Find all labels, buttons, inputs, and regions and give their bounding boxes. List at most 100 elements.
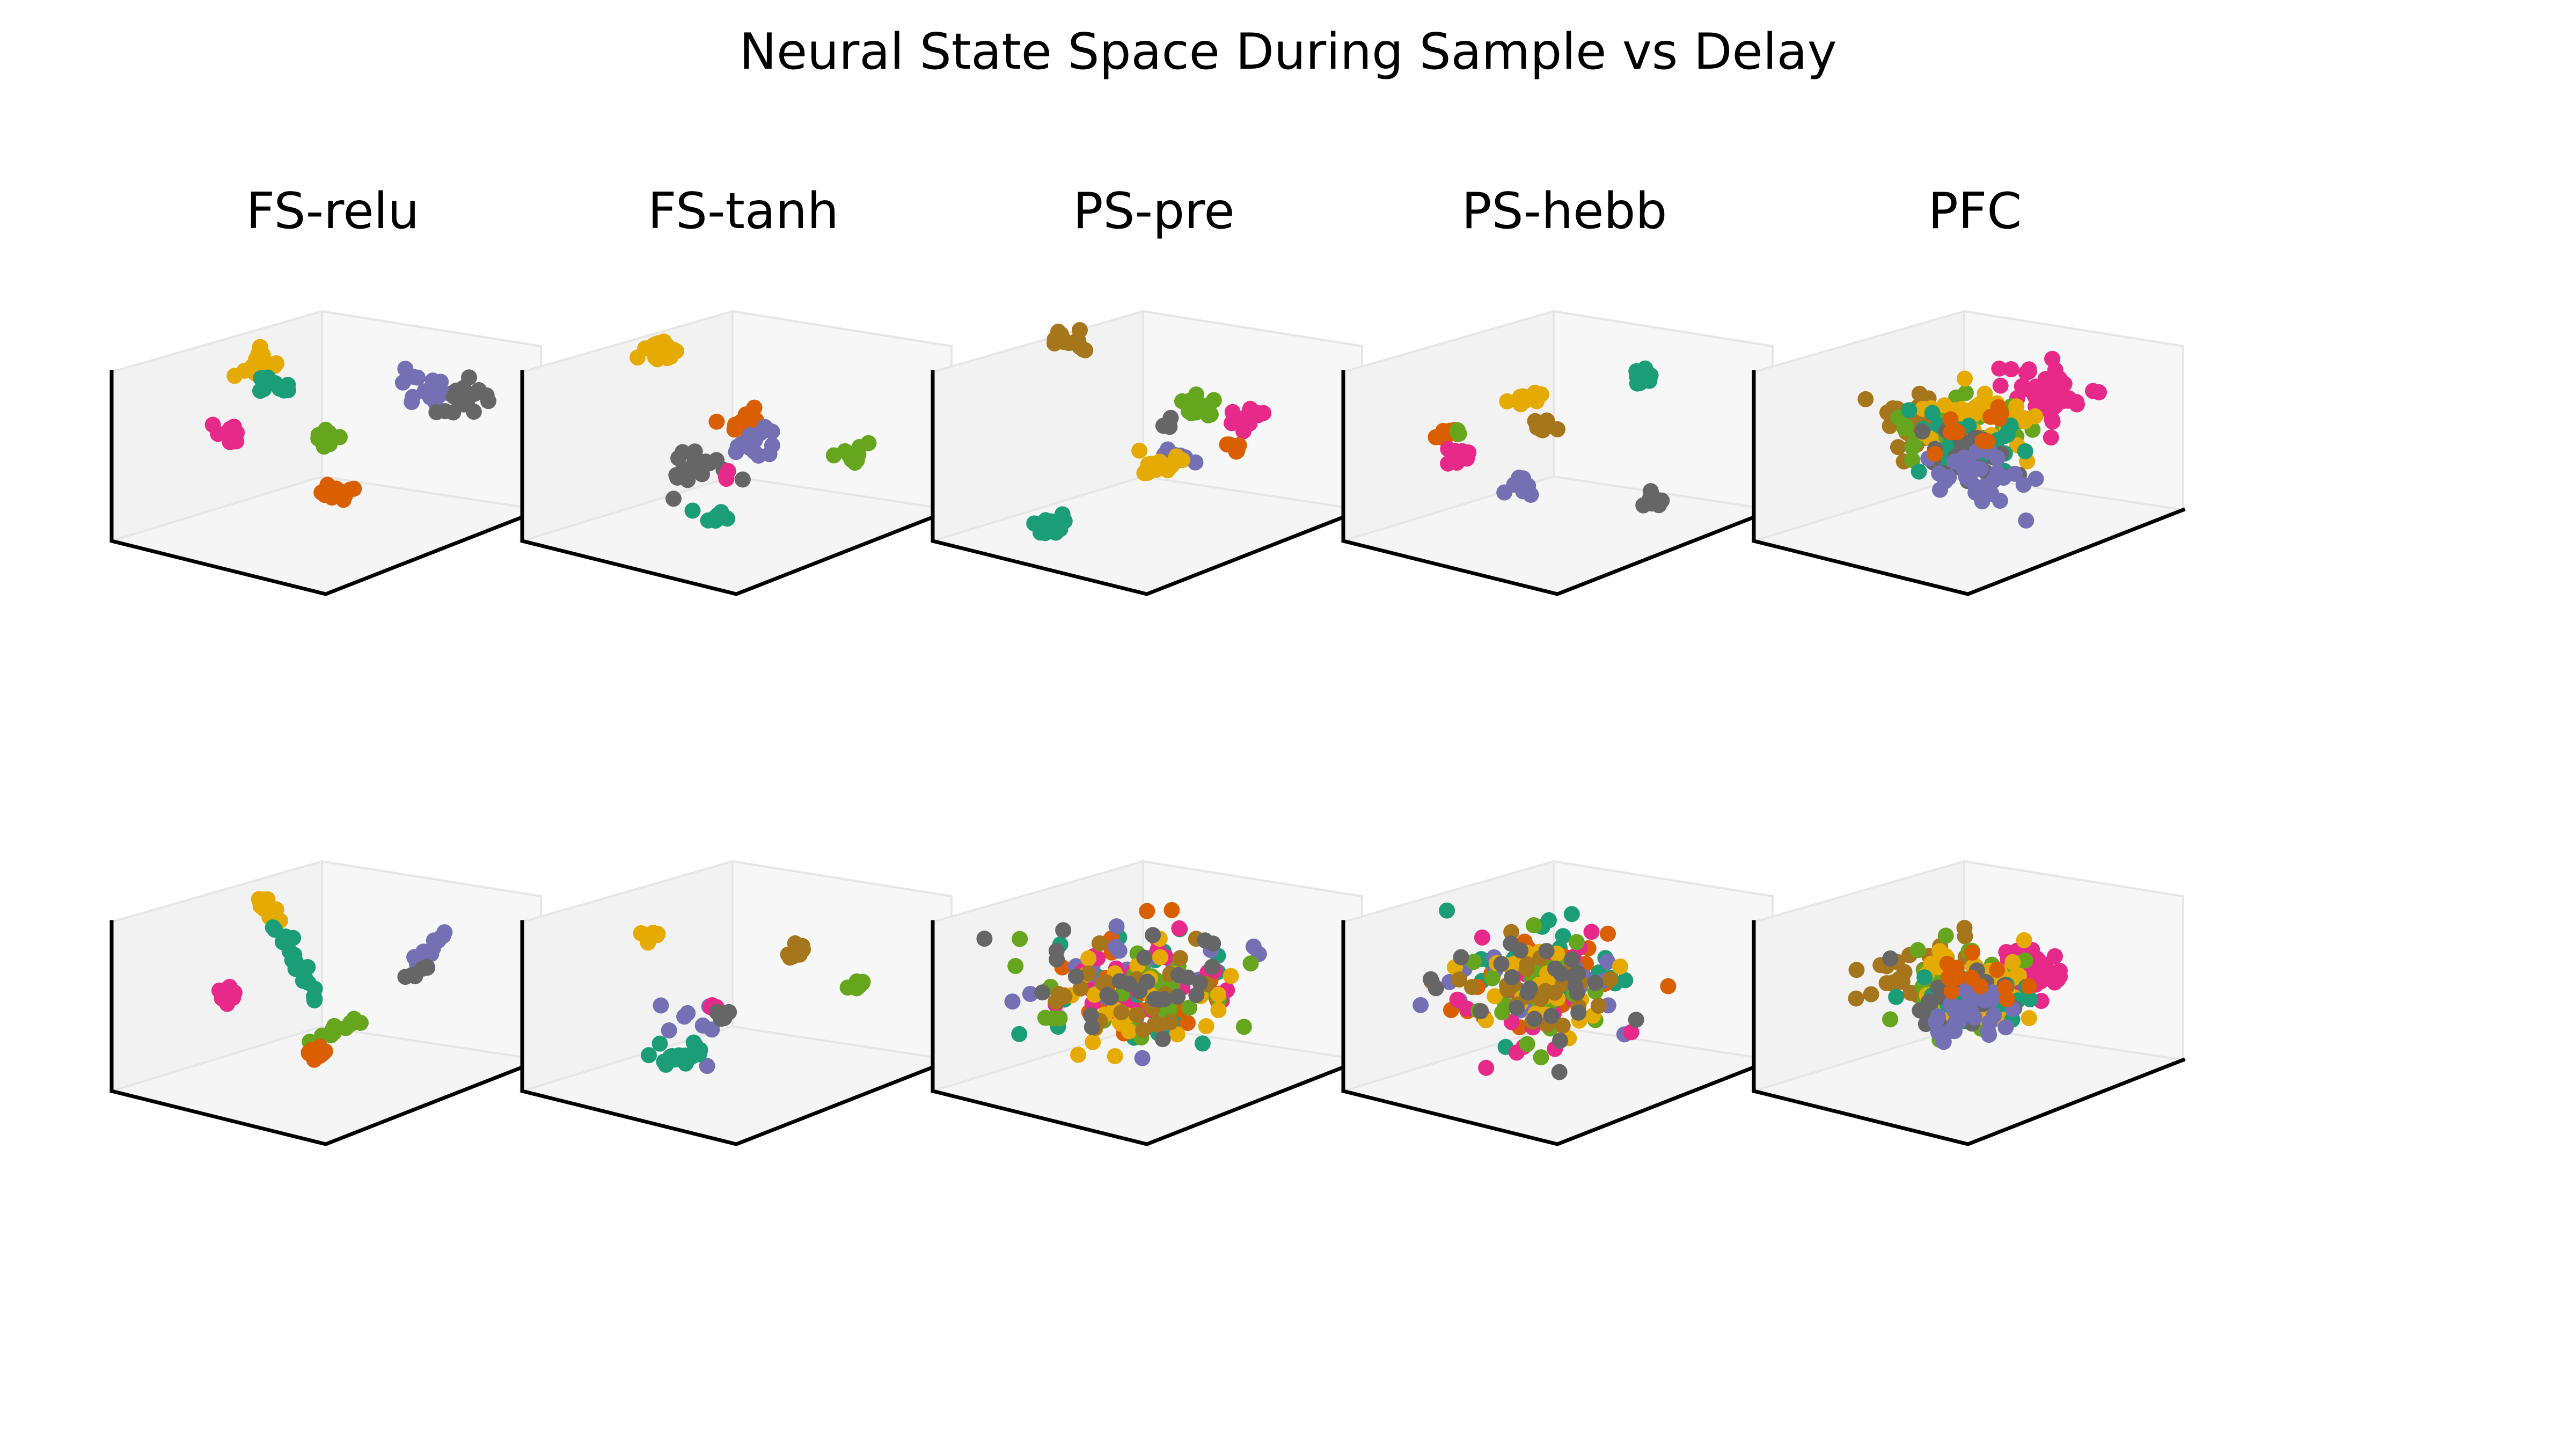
panel-title: PFC [1928,182,2022,240]
data-point [1553,965,1569,982]
data-point [306,992,323,1008]
data-point [1113,1004,1130,1021]
data-point [1526,917,1542,933]
data-point [1997,979,2014,996]
data-point [2021,363,2037,379]
data-point [847,455,863,471]
data-point [1171,920,1188,936]
data-point [1154,1031,1171,1048]
data-point [1131,983,1148,999]
data-point [1916,969,1933,986]
data-point [1660,978,1677,994]
data-point [860,435,877,451]
data-point [1099,987,1116,1004]
data-point [1111,973,1128,990]
data-point [1210,1002,1227,1019]
data-point [2021,1010,2037,1027]
panel-delay-2 [518,860,956,1146]
panel-delay-3 [928,860,1366,1146]
scatter-points [1428,360,1670,514]
data-point [661,1022,677,1038]
data-point [1949,424,1966,440]
series-7 [313,477,362,508]
data-point [1909,942,1926,958]
data-point [1086,986,1103,1003]
data-point [1131,442,1147,459]
data-point [1156,991,1173,1007]
data-point [1091,935,1108,952]
series-4 [825,435,877,471]
data-point [1478,1059,1495,1076]
axis-lines [520,370,954,596]
data-point [2015,477,2032,493]
series-1 [1046,322,1094,358]
data-point [1565,968,1582,984]
series-7 [1927,983,2021,1050]
data-point [1997,1019,2014,1036]
axis-lines [109,370,544,596]
side-pane [1553,310,1774,511]
axis-lines [1341,370,1775,596]
data-point [1048,942,1065,959]
data-point [2017,443,2033,459]
data-point [394,374,411,391]
data-point [1963,970,1980,986]
series-1 [630,333,684,368]
series-2 [1628,360,1659,392]
data-point [1198,398,1214,414]
series-8 [1423,935,1644,1080]
data-point [1022,986,1038,1002]
data-point [1533,1049,1549,1066]
data-point [1543,1008,1560,1024]
data-point [1538,943,1555,959]
series-7 [301,1038,333,1068]
panel-ps-hebb: PS-hebb [1339,182,1777,596]
data-point [2014,378,2030,394]
data-point [1451,426,1467,442]
data-point [1032,524,1049,541]
data-point [1943,983,1960,1000]
data-point [750,448,767,464]
data-point [1493,956,1510,972]
data-point [1454,449,1471,465]
series-4 [428,369,496,421]
data-point [1563,906,1580,923]
series-8 [1927,399,2009,462]
data-point [252,898,269,914]
data-point [1484,970,1501,986]
data-point [1219,436,1235,453]
data-point [1172,950,1188,967]
data-point [324,489,340,506]
data-point [2026,387,2043,404]
axis-lines [931,370,1365,596]
data-point [1129,1007,1145,1023]
series-6 [684,502,736,529]
data-point [674,444,691,460]
data-point [1111,942,1128,959]
series-4 [397,958,436,985]
data-point [342,481,358,498]
data-point [1474,930,1490,946]
side-pane [731,860,953,1062]
series-3 [839,973,871,997]
panel-title: PS-pre [1073,182,1234,240]
scatter-points [633,925,871,1074]
scatter-points [204,339,496,508]
data-point [686,443,703,460]
data-point [1848,962,1865,978]
data-point [1991,360,2008,377]
data-point [1924,405,1941,421]
data-point [1012,931,1028,947]
data-point [2091,384,2107,400]
data-point [1192,975,1209,991]
panel-pfc: PFC [1750,182,2187,596]
data-point [1911,463,1927,480]
data-point [699,1058,715,1074]
data-point [1519,1036,1535,1052]
data-point [1551,1064,1568,1080]
series-7 [1920,443,2044,529]
data-point [1612,958,1628,975]
scatter-points [211,891,453,1068]
data-point [2021,978,2037,994]
